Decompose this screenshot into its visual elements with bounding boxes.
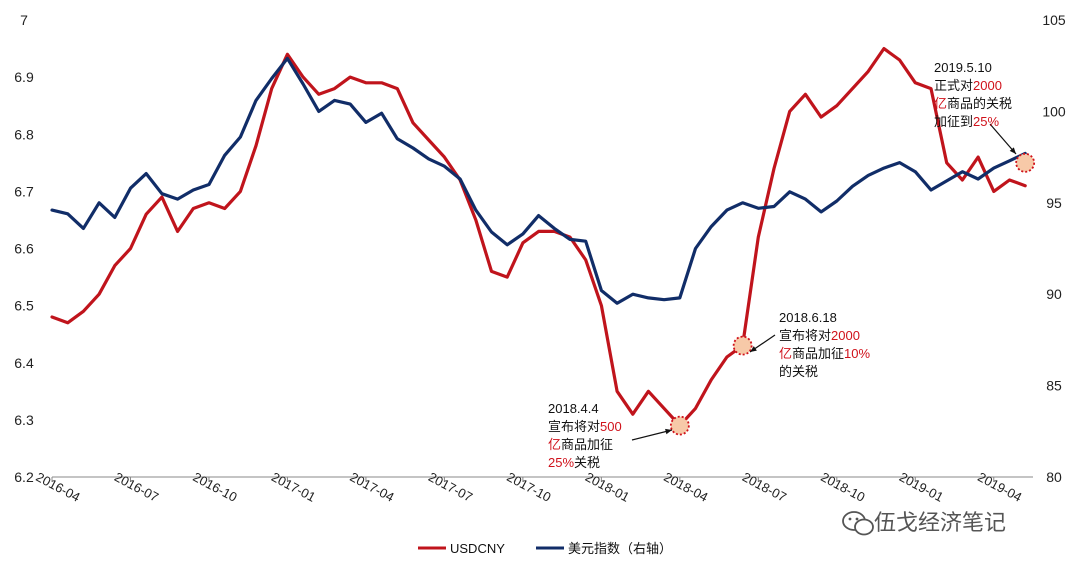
legend-label: 美元指数（右轴） — [568, 541, 672, 556]
y-right-tick-label: 100 — [1042, 103, 1066, 119]
y-left-tick-label: 6.4 — [14, 355, 34, 371]
y-right-tick-label: 85 — [1046, 378, 1062, 394]
annotation-line: 的关税 — [779, 364, 818, 379]
y-left-tick-label: 7 — [20, 12, 28, 28]
x-tick-label: 2018-04 — [661, 469, 710, 505]
annotation-arrow — [989, 123, 1017, 155]
x-tick-label: 2017-07 — [426, 469, 475, 505]
annotation-line: 25%关税 — [548, 455, 600, 470]
x-tick-label: 2018-10 — [818, 469, 867, 505]
y-left-tick-label: 6.6 — [14, 241, 34, 257]
event-marker — [732, 335, 753, 356]
legend-label: USDCNY — [450, 541, 505, 556]
series-line-dollar-index — [50, 56, 1027, 305]
x-tick-label: 2019-01 — [897, 469, 946, 505]
annotation-line: 宣布将对2000 — [779, 328, 860, 343]
x-tick-label: 2016-04 — [34, 469, 83, 505]
watermark-text: 伍戈经济笔记 — [874, 510, 1006, 535]
annotation-layer: 2018.4.4 宣布将对500 亿商品加征 25%关税 2018.6.18 宣布将对20… — [548, 60, 1036, 470]
y-left-tick-label: 6.7 — [14, 183, 34, 199]
annotation-line: 宣布将对500 — [548, 419, 622, 434]
y-right-tick-label: 90 — [1046, 286, 1062, 302]
annotation-line: 加征到25% — [934, 114, 999, 129]
event-marker — [1015, 152, 1036, 173]
axes-layer: 6.2 6.3 6.4 6.5 6.6 6.7 6.8 6.9 7 80 85 90 95 100 105 2… — [14, 12, 1066, 505]
annotation-date: 2019.5.10 — [934, 60, 992, 75]
y-left-tick-label: 6.9 — [14, 69, 34, 85]
annotation-arrow-head — [1009, 147, 1016, 154]
y-right-tick-label: 95 — [1046, 195, 1062, 211]
annotation-line: 亿商品加征 — [548, 437, 613, 452]
event-marker — [669, 415, 690, 436]
annotation-date: 2018.4.4 — [548, 401, 599, 416]
x-tick-label: 2018-07 — [740, 469, 789, 505]
annotation-line: 亿商品的关税 — [934, 96, 1012, 111]
x-tick-label: 2017-01 — [269, 469, 318, 505]
annotation-date: 2018.6.18 — [779, 310, 837, 325]
x-tick-label: 2017-10 — [504, 469, 553, 505]
x-tick-label: 2017-04 — [347, 469, 396, 505]
x-tick-label: 2016-07 — [112, 469, 161, 505]
series-layer — [50, 46, 1027, 428]
y-left-tick-label: 6.8 — [14, 126, 34, 142]
series-line-usdcny — [50, 46, 1027, 428]
y-left-tick-label: 6.5 — [14, 298, 34, 314]
y-left-tick-label: 6.2 — [14, 469, 34, 485]
y-left-tick-label: 6.3 — [14, 412, 34, 428]
legend: USDCNY 美元指数（右轴） — [418, 541, 672, 556]
x-tick-label: 2018-01 — [583, 469, 632, 505]
annotation-arrow-head — [750, 346, 757, 352]
x-tick-label: 2016-10 — [190, 469, 239, 505]
annotation-line: 亿商品加征10% — [779, 346, 870, 361]
annotation-line: 正式对2000 — [934, 78, 1002, 93]
x-tick-label: 2019-04 — [975, 469, 1024, 505]
watermark: 伍戈经济笔记 — [842, 510, 1006, 536]
annotation-arrow — [631, 429, 673, 441]
y-right-tick-label: 80 — [1046, 469, 1062, 485]
annotation-arrow-head — [665, 428, 672, 435]
wechat-icon — [842, 511, 874, 536]
y-right-tick-label: 105 — [1042, 12, 1066, 28]
